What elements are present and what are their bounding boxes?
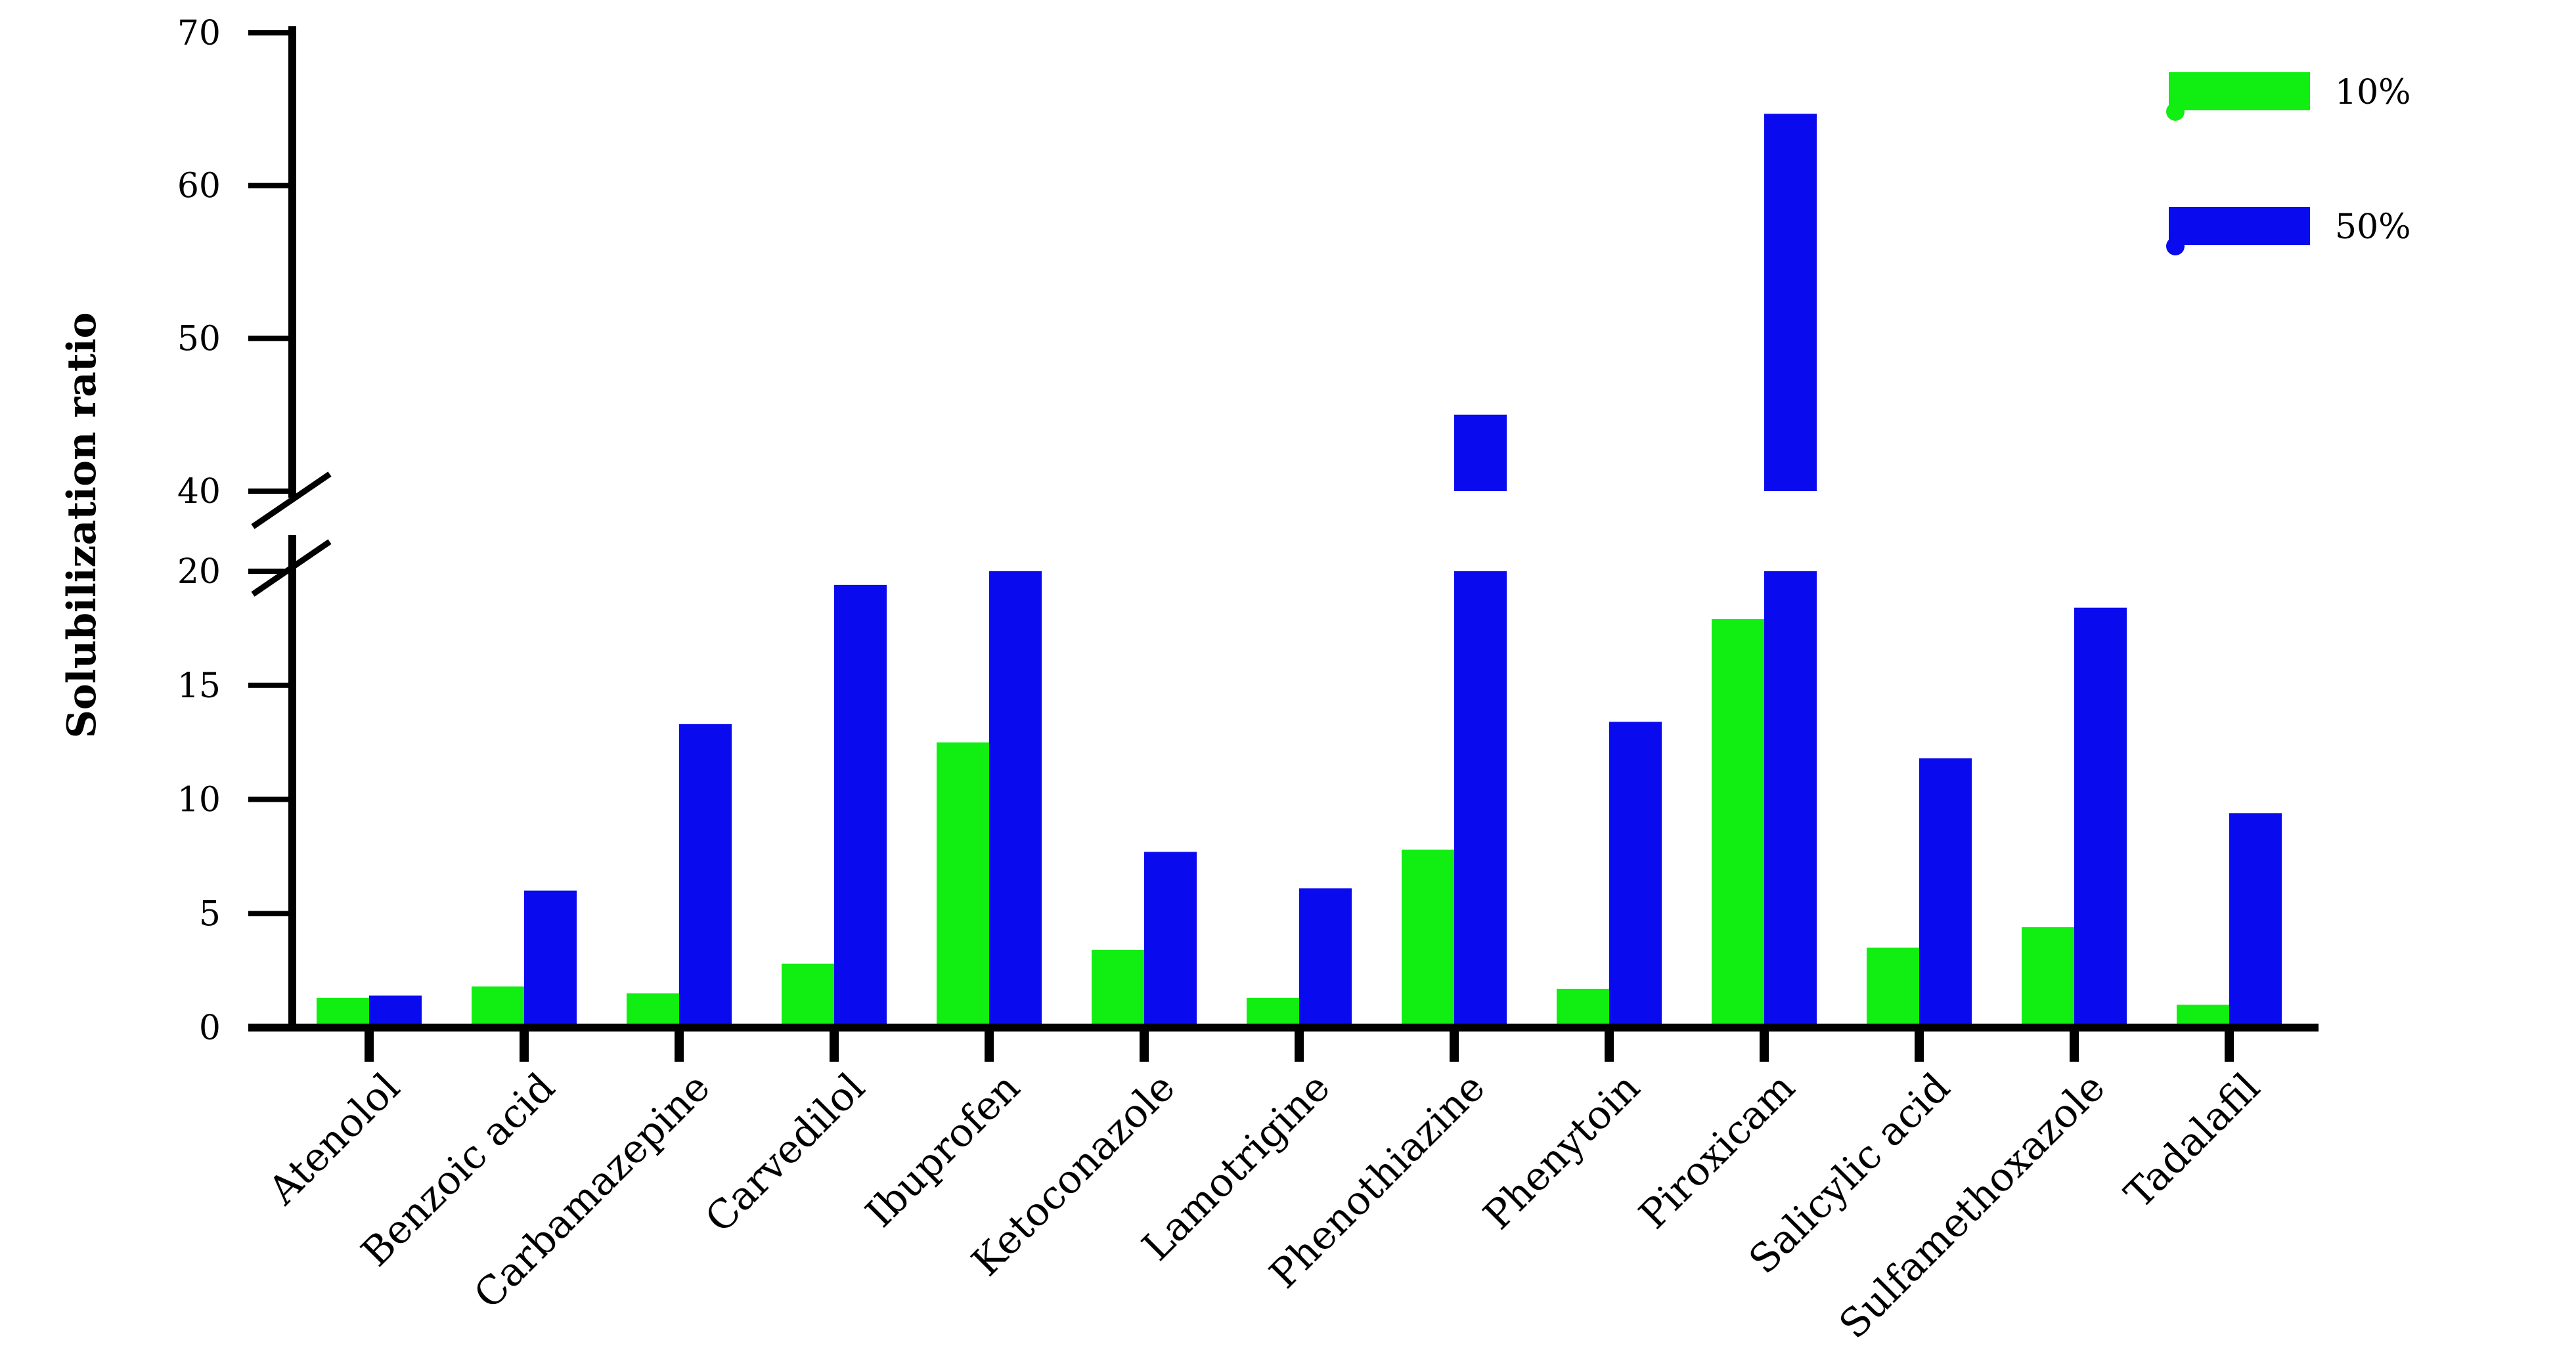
upper-bars-group [1454,114,1817,491]
bar-upper-phenothiazine-50pct [1454,414,1507,491]
axis-break-mark-top [251,471,332,529]
x-tick-label-ibuprofen: Ibuprofen [857,1064,1029,1236]
bar-phenothiazine-50pct [1454,571,1507,1028]
x-tick-label-sulfamethoxazole: Sulfamethoxazole [1831,1064,2114,1348]
bar-phenytoin-50pct [1609,722,1662,1028]
bar-atenolol-10pct [317,997,369,1028]
bar-benzoic-acid-50pct [524,890,577,1028]
x-tick-label-atenolol: Atenolol [259,1064,409,1214]
legend: 10% 50% [2166,72,2411,255]
axes-group [248,26,2319,1032]
bar-tadalafil-50pct [2229,813,2282,1028]
y-tick-label-10: 10 [177,781,221,820]
bar-carbamazepine-50pct [679,724,732,1028]
y-tick-label-0: 0 [199,1009,221,1048]
bar-lamotrigine-50pct [1299,888,1352,1028]
x-tick-label-piroxicam: Piroxicam [1630,1064,1804,1238]
legend-swatch-10pct [2169,72,2310,110]
bar-phenothiazine-10pct [1402,849,1454,1028]
y-tick-label-70: 70 [177,14,221,53]
legend-marker-50pct [2166,237,2185,255]
x-tick-label-phenytoin: Phenytoin [1475,1064,1649,1238]
bar-piroxicam-10pct [1712,619,1764,1028]
bar-sulfamethoxazole-50pct [2074,607,2127,1028]
ticks-group [248,30,2234,1062]
y-axis-title: Solubilization ratio [59,312,105,738]
legend-label-10pct: 10% [2335,73,2411,112]
bar-salicylic-acid-10pct [1867,947,1919,1028]
bar-piroxicam-50pct [1764,571,1817,1028]
bar-benzoic-acid-10pct [472,986,524,1028]
y-tick-label-15: 15 [177,666,221,706]
legend-swatch-50pct [2169,207,2310,245]
bar-phenytoin-10pct [1557,988,1609,1028]
bar-sulfamethoxazole-10pct [2022,927,2074,1028]
bar-salicylic-acid-50pct [1919,758,1972,1028]
legend-label-50pct: 50% [2335,207,2411,247]
bar-carvedilol-50pct [834,584,887,1028]
x-tick-label-tadalafil: Tadalafil [2116,1064,2269,1217]
bar-atenolol-50pct [369,995,422,1028]
bar-ketoconazole-10pct [1092,949,1144,1028]
bar-lamotrigine-10pct [1247,997,1299,1028]
bar-carvedilol-10pct [782,963,834,1028]
x-tick-label-carvedilol: Carvedilol [697,1064,874,1242]
y-tick-label-50: 50 [177,319,221,359]
bar-upper-piroxicam-50pct [1764,114,1817,491]
y-tick-label-5: 5 [199,894,221,934]
y-tick-label-60: 60 [177,167,221,206]
y-tick-label-20: 20 [177,552,221,592]
bar-ibuprofen-10pct [937,742,989,1028]
bar-ibuprofen-50pct [989,571,1042,1028]
lower-bars-group [317,571,2282,1028]
bar-carbamazepine-10pct [627,993,679,1028]
y-tick-label-40: 40 [177,472,221,511]
axis-break-mark-bottom [251,539,332,597]
bar-ketoconazole-50pct [1144,852,1197,1028]
legend-marker-10pct [2166,102,2185,121]
